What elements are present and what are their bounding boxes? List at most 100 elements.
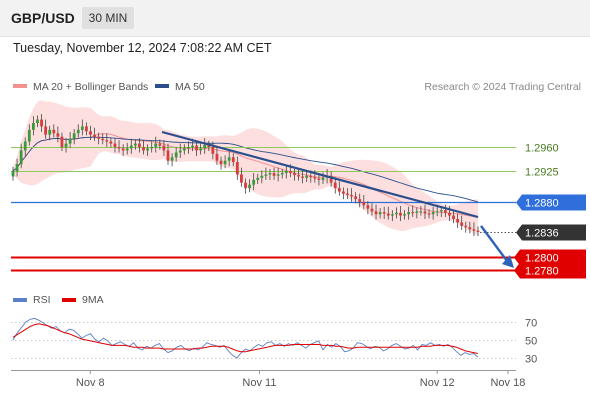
candle xyxy=(211,141,215,160)
rsi-9ma-legend-label: 9MA xyxy=(82,294,104,306)
candle xyxy=(68,131,72,148)
time-tick-label: Nov 12 xyxy=(420,377,455,389)
candle xyxy=(240,167,243,187)
candle xyxy=(178,143,182,158)
support-label-box xyxy=(514,249,586,266)
candle xyxy=(260,170,264,184)
candle xyxy=(11,166,15,181)
bollinger-band xyxy=(13,100,478,237)
legend-label-ma50: MA 50 xyxy=(175,81,205,93)
timeframe-button[interactable]: 30 MIN xyxy=(82,7,134,29)
candle xyxy=(235,156,239,180)
candle xyxy=(158,139,162,150)
candle xyxy=(403,210,406,220)
candle xyxy=(268,168,272,180)
pivot-label-box xyxy=(516,194,586,211)
candle xyxy=(97,132,101,145)
candle xyxy=(252,173,256,191)
candle xyxy=(15,158,19,177)
candle xyxy=(341,187,345,200)
candle xyxy=(142,140,145,155)
candle xyxy=(472,222,476,237)
candle xyxy=(89,125,92,141)
candle xyxy=(101,133,105,145)
support-label: 1.2780 xyxy=(525,266,559,278)
candle xyxy=(427,209,431,219)
candle xyxy=(317,174,321,186)
candle xyxy=(231,153,235,167)
candle xyxy=(138,138,141,153)
candle xyxy=(256,173,260,185)
candle xyxy=(248,179,251,193)
legend-swatch-ma50 xyxy=(155,84,169,88)
candle xyxy=(186,141,190,154)
candle xyxy=(27,124,31,146)
candle xyxy=(60,132,64,152)
candle xyxy=(195,141,198,156)
last-price-label: 1.2836 xyxy=(525,228,559,240)
candle xyxy=(48,125,52,141)
candle xyxy=(333,177,337,194)
candle xyxy=(150,141,154,153)
candle xyxy=(219,156,223,170)
candle xyxy=(272,167,276,180)
candle xyxy=(203,138,207,154)
candle xyxy=(329,171,333,187)
candle xyxy=(411,205,415,217)
candle xyxy=(19,143,23,169)
candle xyxy=(64,138,68,153)
candle xyxy=(52,124,56,138)
rsi-9ma-legend-swatch xyxy=(62,298,76,302)
candle xyxy=(468,221,472,234)
candle xyxy=(244,178,247,194)
candle xyxy=(129,138,133,154)
candle xyxy=(350,188,353,202)
candle xyxy=(44,119,48,139)
candle xyxy=(72,129,76,145)
candle xyxy=(146,144,150,156)
candle xyxy=(284,165,288,179)
candle xyxy=(199,142,203,155)
candle xyxy=(346,188,349,200)
time-tick-label: Nov 8 xyxy=(76,377,105,389)
candle xyxy=(443,204,447,217)
rsi-tick-label: 30 xyxy=(525,354,537,366)
projection-arrow xyxy=(480,225,508,262)
candle xyxy=(305,171,309,182)
rsi-line xyxy=(12,317,479,359)
candle xyxy=(109,137,113,148)
candle xyxy=(415,207,419,219)
candle xyxy=(395,207,398,219)
rsi-legend-label: RSI xyxy=(33,294,51,306)
currency-pair-title: GBP/USD xyxy=(11,10,75,26)
candle xyxy=(358,193,362,208)
candle xyxy=(390,210,394,222)
candle xyxy=(117,140,121,153)
candle xyxy=(174,147,178,162)
rsi-tick-label: 70 xyxy=(525,318,537,330)
candle xyxy=(264,167,268,180)
projection-arrow-head xyxy=(502,255,514,268)
candle xyxy=(227,150,231,167)
candle xyxy=(464,221,468,233)
candle xyxy=(182,144,186,155)
candle xyxy=(293,168,296,181)
candle xyxy=(80,119,84,136)
candle xyxy=(166,143,170,165)
candle xyxy=(276,167,280,182)
legend-label-bollinger: MA 20 + Bollinger Bands xyxy=(33,81,148,93)
candle xyxy=(354,192,358,204)
time-tick-label: Nov 11 xyxy=(242,377,276,389)
candle xyxy=(374,204,378,220)
rsi-9ma-line xyxy=(12,323,479,354)
candle xyxy=(456,213,460,228)
candle xyxy=(382,206,386,219)
candle xyxy=(170,153,174,167)
candle xyxy=(370,203,374,216)
rsi-legend-swatch xyxy=(13,298,27,302)
candle xyxy=(399,205,402,222)
last-price-box xyxy=(516,224,586,241)
legend-swatch-bollinger xyxy=(13,84,27,88)
candle xyxy=(297,169,300,181)
